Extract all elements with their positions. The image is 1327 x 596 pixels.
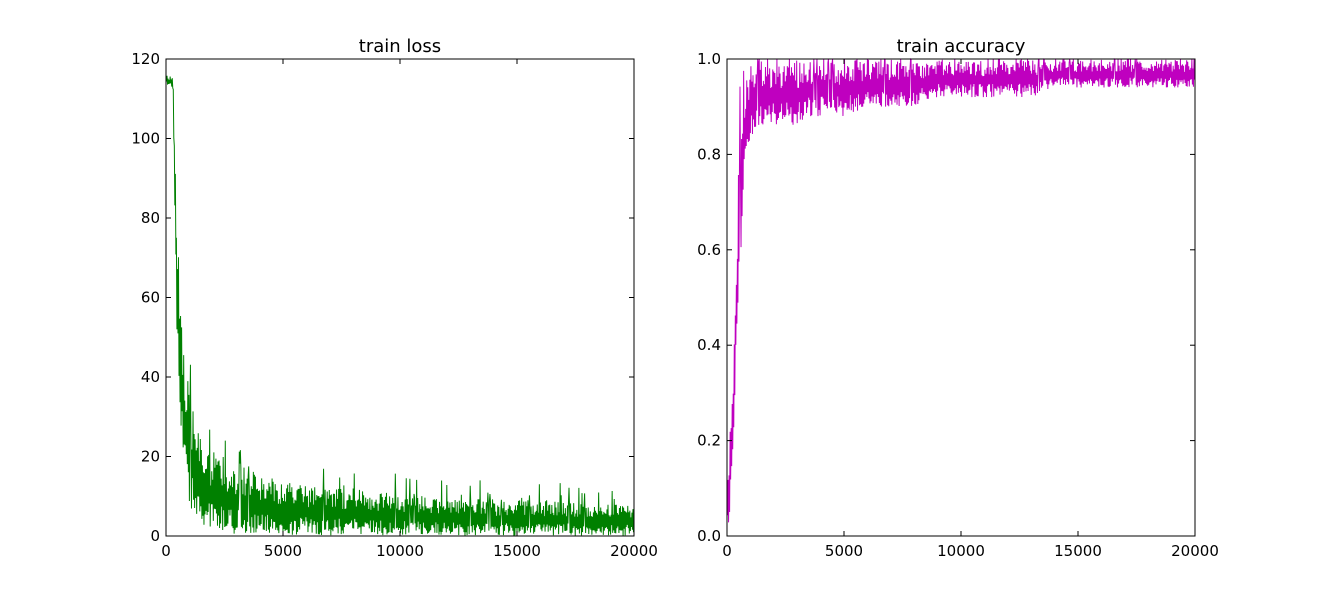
x-tick-label: 0 bbox=[722, 542, 732, 560]
series-line bbox=[165, 75, 635, 536]
y-tick-label: 1.0 bbox=[697, 50, 721, 68]
train-accuracy-panel: train accuracy 0 5000 10000 15000 20000 0.0 0.… bbox=[697, 36, 1219, 560]
y-tick-label: 100 bbox=[131, 130, 160, 148]
x-tick-label: 5000 bbox=[264, 542, 302, 560]
y-tick-label: 80 bbox=[141, 209, 160, 227]
y-tick-label: 40 bbox=[141, 368, 160, 386]
series-line bbox=[726, 57, 1196, 523]
train-loss-panel: train loss 0 5000 10000 15000 20000 0 20 40 60 80… bbox=[131, 36, 658, 560]
y-tick-label: 120 bbox=[131, 50, 160, 68]
x-tick-label: 15000 bbox=[493, 542, 541, 560]
x-tick-label: 20000 bbox=[610, 542, 658, 560]
x-tick-label: 20000 bbox=[1171, 542, 1219, 560]
y-tick-label: 20 bbox=[141, 448, 160, 466]
y-tick-label: 0.8 bbox=[697, 145, 721, 163]
x-tick-label: 15000 bbox=[1054, 542, 1102, 560]
y-tick-label: 0.4 bbox=[697, 336, 721, 354]
chart-title: train loss bbox=[359, 36, 441, 57]
chart-title: train accuracy bbox=[897, 36, 1026, 57]
y-tick-label: 60 bbox=[141, 289, 160, 307]
x-tick-label: 0 bbox=[161, 542, 171, 560]
plot-area bbox=[726, 58, 1196, 537]
y-tick-label: 0.2 bbox=[697, 432, 721, 450]
y-tick-label: 0.0 bbox=[697, 527, 721, 545]
y-tick-label: 0 bbox=[150, 527, 160, 545]
plot-area bbox=[165, 58, 635, 537]
x-tick-label: 10000 bbox=[937, 542, 985, 560]
x-tick-label: 10000 bbox=[376, 542, 424, 560]
y-tick-label: 0.6 bbox=[697, 241, 721, 259]
x-tick-label: 5000 bbox=[825, 542, 863, 560]
